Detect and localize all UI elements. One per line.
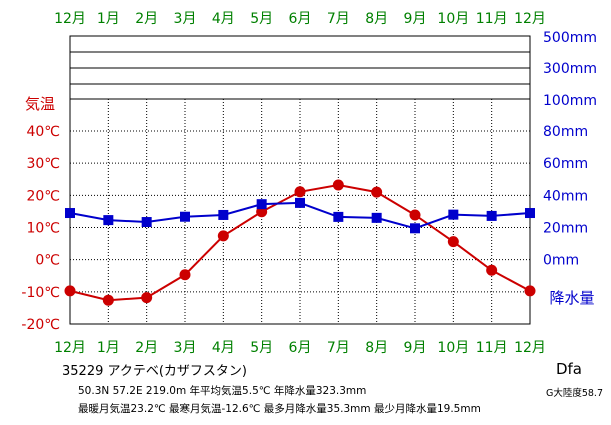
- precipitation-point: [180, 211, 190, 222]
- temperature-tick-label: 40℃: [26, 124, 60, 140]
- temperature-point: [217, 230, 229, 242]
- bottom-month-label: 11月: [476, 340, 508, 356]
- precipitation-tick-label: 100mm: [543, 93, 597, 109]
- station-extremes-summary: 最暖月気温23.2℃ 最寒月気温-12.6℃ 最多月降水量35.3mm 最少月降…: [78, 403, 481, 415]
- temperature-tick-label: 30℃: [26, 156, 60, 172]
- top-month-label: 2月: [135, 11, 158, 27]
- temperature-point: [371, 186, 383, 198]
- precipitation-point: [295, 197, 305, 208]
- temperature-point: [524, 285, 536, 297]
- top-month-label: 1月: [97, 11, 120, 27]
- top-month-label: 6月: [289, 11, 312, 27]
- temperature-tick-label: 10℃: [26, 221, 60, 237]
- chart-grid: [69, 35, 531, 325]
- top-month-label: 12月: [514, 11, 546, 27]
- bottom-month-labels: 12月 1月 2月 3月 4月 5月 6月 7月 8月 9月 10月 11月 12月: [54, 340, 546, 356]
- bottom-month-label: 4月: [212, 340, 235, 356]
- climate-class-label: Dfa: [555, 360, 582, 378]
- bottom-month-label: 10月: [437, 340, 469, 356]
- temperature-point: [102, 294, 114, 306]
- precipitation-tick-label: 0mm: [543, 253, 579, 269]
- bottom-month-label: 9月: [404, 340, 427, 356]
- top-month-label: 4月: [212, 11, 235, 27]
- temperature-point: [64, 285, 76, 297]
- temperature-point: [486, 264, 498, 276]
- temperature-point: [141, 292, 153, 304]
- station-title: 35229 アクテベ(カザフスタン): [62, 364, 247, 379]
- top-month-label: 10月: [437, 11, 469, 27]
- temperature-series: [64, 179, 536, 306]
- top-month-label: 11月: [476, 11, 508, 27]
- top-month-label: 5月: [250, 11, 273, 27]
- precipitation-point: [333, 211, 344, 222]
- precipitation-point: [448, 209, 459, 220]
- temperature-point: [332, 179, 344, 191]
- bottom-month-label: 12月: [54, 340, 86, 356]
- precipitation-tick-label: 40mm: [543, 188, 588, 204]
- precipitation-series: [65, 197, 535, 234]
- bottom-month-label: 2月: [135, 340, 158, 356]
- precipitation-tick-label: 300mm: [543, 61, 597, 77]
- precipitation-tick-label: 20mm: [543, 221, 588, 237]
- top-month-label: 9月: [404, 11, 427, 27]
- precipitation-tick-label: 60mm: [543, 156, 588, 172]
- top-month-label: 7月: [327, 11, 350, 27]
- precipitation-point: [65, 208, 75, 219]
- bottom-month-label: 7月: [327, 340, 350, 356]
- precipitation-tick-label: 500mm: [543, 30, 597, 46]
- bottom-month-label: 8月: [365, 340, 388, 356]
- top-month-label: 8月: [365, 11, 388, 27]
- temperature-point: [179, 269, 191, 281]
- precipitation-tick-label: 80mm: [543, 124, 588, 140]
- precipitation-point: [218, 209, 229, 220]
- precipitation-point: [525, 208, 535, 219]
- bottom-month-label: 1月: [97, 340, 120, 356]
- precipitation-point: [410, 223, 420, 234]
- precipitation-point: [371, 212, 382, 223]
- bottom-month-label: 3月: [174, 340, 197, 356]
- continentality-index: G大陸度58.7: [545, 388, 603, 399]
- temperature-axis-label: 気温: [25, 95, 55, 113]
- precipitation-tick-labels: 80mm 60mm 40mm 20mm 0mm 100mm 300mm 500mm: [543, 30, 597, 269]
- bottom-month-label: 5月: [250, 340, 273, 356]
- precipitation-point: [141, 217, 152, 228]
- temperature-tick-label: -10℃: [21, 285, 60, 301]
- top-month-labels: 12月 1月 2月 3月 4月 5月 6月 7月 8月 9月 10月 11月 12月: [54, 11, 546, 27]
- temperature-point: [294, 186, 306, 198]
- top-month-label: 3月: [174, 11, 197, 27]
- precipitation-point: [486, 210, 497, 221]
- temperature-tick-labels: 40℃ 30℃ 20℃ 10℃ 0℃ -10℃ -20℃: [21, 124, 60, 333]
- bottom-month-label: 6月: [289, 340, 312, 356]
- station-location-summary: 50.3N 57.2E 219.0m 年平均気温5.5℃ 年降水量323.3mm: [78, 385, 367, 397]
- temperature-tick-label: -20℃: [21, 317, 60, 333]
- precipitation-axis-label: 降水量: [549, 289, 594, 307]
- precipitation-point: [256, 199, 267, 210]
- top-month-label: 12月: [54, 11, 86, 27]
- temperature-tick-label: 0℃: [35, 253, 60, 269]
- temperature-tick-label: 20℃: [26, 188, 60, 204]
- bottom-month-label: 12月: [514, 340, 546, 356]
- precipitation-point: [103, 215, 114, 226]
- temperature-point: [409, 209, 421, 221]
- temperature-point: [447, 236, 459, 248]
